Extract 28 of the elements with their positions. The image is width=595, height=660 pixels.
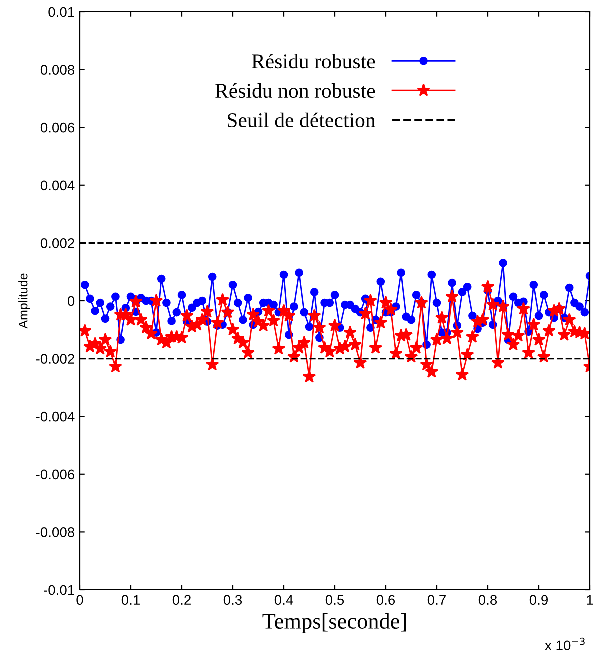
x-tick-label: 0.9 [530, 595, 548, 606]
x-tick-label: 1 [587, 595, 594, 605]
legend-label: Résidu non robuste [216, 83, 376, 98]
y-axis-title: Amplitude [18, 274, 30, 329]
y-tick-label: 0.004 [40, 180, 75, 191]
y-tick-label: 0.008 [40, 65, 75, 75]
x-tick-label: 0.7 [428, 595, 446, 606]
y-tick-label: -0.01 [44, 585, 74, 596]
y-tick-label: -0.006 [36, 470, 75, 480]
text: x 10$^{−3}$ [545, 638, 585, 651]
x-tick-label: 0.1 [122, 595, 140, 606]
x-tick-label: 0.3 [224, 595, 242, 606]
y-tick-label: -0.008 [36, 528, 75, 538]
x-tick-label: 0.8 [478, 595, 498, 606]
y-tick-label: -0.002 [36, 354, 74, 364]
legend-label: Seuil de détection [228, 112, 376, 128]
x-tick-label: 0.5 [326, 595, 344, 606]
y-tick-label: 0.006 [40, 122, 75, 133]
y-tick-label: 0 [68, 296, 75, 306]
x-axis-title: Temps[seconde] [262, 613, 406, 634]
x-tick-label: 0.4 [274, 595, 294, 606]
y-tick-label: 0.01 [48, 7, 74, 18]
y-tick-label: 0.002 [40, 238, 74, 248]
legend-label: Résidu robuste [252, 54, 376, 69]
x-tick-label: 0.2 [172, 595, 191, 606]
x-tick-label: 0 [76, 595, 84, 606]
x-tick-label: 0.6 [376, 595, 396, 606]
y-tick-label: -0.004 [36, 412, 75, 422]
